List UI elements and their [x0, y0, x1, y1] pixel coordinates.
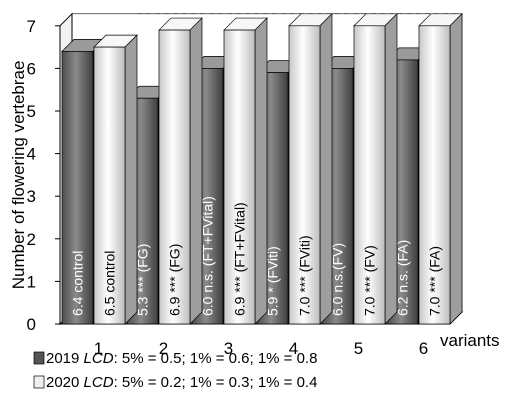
data-label: 6.0 n.s. (FT+FVital): [200, 196, 216, 316]
y-tick-label: 3: [27, 187, 36, 206]
legend-swatch: [33, 375, 45, 389]
data-label: 6.9 *** (FG): [167, 244, 183, 316]
data-label: 6.4 control: [70, 251, 86, 316]
axis-ticks: 0 1 2 3 4 5 6 7 1 2 3 4 5 6: [27, 17, 429, 358]
data-label: 6.5 control: [102, 251, 118, 316]
y-tick-label: 7: [27, 17, 36, 36]
data-label: 5.9 * (FViti): [265, 246, 281, 316]
bars: 6.4 control 5.3 *** (FG) 6.0 n.s. (FT+FVit…: [61, 12, 463, 325]
y-tick-label: 2: [27, 230, 36, 249]
x-tick-label: 3: [224, 339, 233, 358]
data-label: 7.0 *** (FA): [427, 246, 443, 316]
legend-entry: 2019 LCD: 5% = 0.5; 1% = 0.6; 1% = 0.8: [46, 350, 317, 367]
x-tick-label: 6: [419, 339, 428, 358]
bar: 6.9 *** (FT+FVital): [223, 17, 268, 325]
bar: 7.0 *** (FV): [353, 12, 398, 325]
x-axis-title: variants: [440, 331, 500, 350]
data-label: 6.2 n.s. (FA): [395, 240, 411, 316]
bar: 6.9 *** (FG): [158, 17, 203, 325]
bar: 7.0 *** (FA): [418, 12, 463, 325]
y-tick-label: 5: [27, 102, 36, 121]
x-tick-label: 1: [94, 339, 103, 358]
data-label: 7.0 *** (FV): [362, 245, 378, 316]
y-tick-label: 6: [27, 59, 36, 78]
x-tick-label: 2: [159, 339, 168, 358]
x-tick-label: 5: [354, 339, 363, 358]
legend: 2019 LCD: 5% = 0.5; 1% = 0.6; 1% = 0.8 20…: [33, 350, 317, 391]
legend-swatch: [33, 351, 45, 365]
data-label: 7.0 *** (FViti): [297, 235, 313, 316]
y-tick-label: 0: [27, 315, 36, 334]
data-label: 6.0 n.s.(FV): [330, 243, 346, 316]
data-label: 5.3 *** (FG): [135, 244, 151, 316]
bar: 6.5 control: [93, 34, 138, 325]
legend-entry: 2020 LCD: 5% = 0.2; 1% = 0.3; 1% = 0.4: [46, 374, 317, 391]
y-tick-label: 4: [27, 145, 36, 164]
data-label: 6.9 *** (FT+FVital): [232, 202, 248, 316]
bar: 7.0 *** (FViti): [288, 12, 333, 325]
x-tick-label: 4: [289, 339, 298, 358]
y-tick-label: 1: [27, 272, 36, 291]
y-axis-title: Number of flowering vertebrae: [9, 61, 28, 290]
